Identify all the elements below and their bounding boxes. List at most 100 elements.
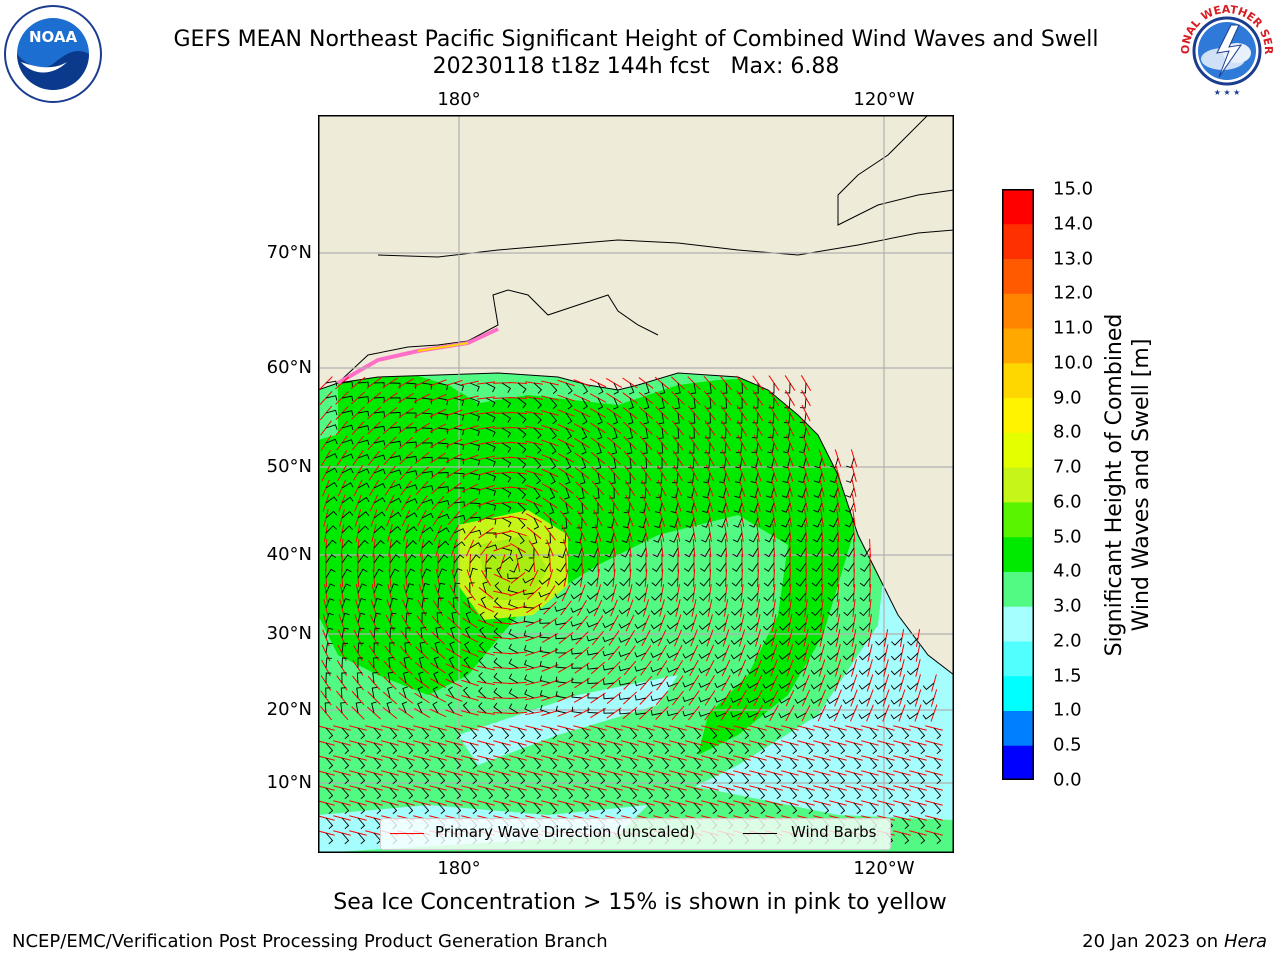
wind-barb: [469, 427, 481, 437]
wind-barb: [372, 657, 379, 669]
wind-barb: [579, 472, 586, 485]
wind-barb: [437, 554, 449, 564]
wind-barb: [751, 442, 759, 454]
wind-barb: [485, 742, 494, 755]
alaska-coast-detail: [337, 289, 659, 384]
wind-barb: [421, 512, 434, 519]
wind-barb: [508, 628, 519, 639]
lon-label-bottom-120w: 120°W: [853, 858, 915, 879]
wind-barb: [796, 517, 807, 528]
wind-barb: [437, 500, 450, 506]
wind-barb: [698, 667, 711, 674]
canadian-islands: [837, 115, 954, 226]
wind-barb: [405, 627, 411, 639]
wind-barb: [325, 627, 334, 639]
wind-barb: [341, 772, 350, 785]
wind-barb: [485, 472, 496, 482]
wind-barb: [869, 787, 878, 800]
wind-barb: [564, 487, 570, 500]
wind-barb: [749, 517, 759, 528]
wind-barb: [590, 532, 599, 544]
wind-barb: [709, 727, 718, 740]
wind-barb: [732, 532, 743, 543]
wind-barb: [789, 757, 798, 770]
wind-barb: [402, 686, 408, 699]
wind-barb: [373, 411, 385, 417]
wind-barb: [764, 532, 775, 543]
wind-barb: [597, 427, 603, 440]
wind-barb: [570, 634, 583, 641]
wind-barb: [533, 757, 542, 770]
wind-barb: [797, 502, 807, 513]
wind-barb: [693, 802, 702, 815]
wind-barb: [765, 502, 775, 513]
wind-barb: [669, 532, 679, 543]
wind-barb: [783, 412, 791, 424]
wind-barb: [493, 702, 503, 714]
wind-barb: [650, 652, 663, 658]
wind-barb: [797, 487, 807, 498]
wind-barb: [389, 727, 398, 740]
wind-barb: [356, 687, 362, 699]
wind-barb: [501, 757, 510, 770]
wind-barb: [533, 727, 542, 740]
wind-barb: [403, 656, 410, 669]
wind-barb: [421, 456, 433, 463]
wind-barb: [524, 674, 535, 684]
wind-barb: [453, 528, 466, 534]
wind-barb: [373, 583, 383, 594]
wind-barb: [437, 727, 446, 740]
wind-barb: [389, 511, 402, 519]
wind-barb: [874, 682, 887, 690]
wind-barb: [485, 727, 494, 740]
wind-barb: [373, 568, 384, 579]
wind-barb: [448, 656, 455, 669]
wind-barb: [453, 742, 462, 755]
wind-barb: [373, 597, 382, 609]
wind-barb: [357, 425, 370, 431]
wind-barb: [507, 573, 519, 580]
wind-barb: [731, 607, 743, 616]
wind-barb: [634, 637, 647, 644]
wind-barb: [405, 582, 415, 594]
wind-barb: [453, 757, 462, 770]
wind-barb: [565, 382, 573, 395]
wind-barb: [549, 457, 557, 470]
wind-barb: [533, 457, 542, 470]
wind-barb: [452, 597, 459, 609]
wind-barb: [612, 427, 618, 440]
wind-barb: [462, 701, 471, 714]
wind-barb: [667, 577, 679, 587]
wind-barb: [682, 607, 695, 616]
wind-barb: [853, 742, 862, 755]
wind-barb: [325, 438, 338, 445]
wind-barb: [554, 606, 567, 612]
wind-barb: [570, 592, 583, 600]
wind-barb: [493, 672, 503, 684]
arctic-coast-detail: [377, 229, 954, 258]
wind-barb: [355, 701, 362, 714]
wind-barb: [549, 787, 558, 800]
wind-barb: [357, 817, 366, 830]
wind-barb: [467, 596, 473, 609]
lat-label-20n: 20°N: [266, 699, 312, 720]
wind-barb: [890, 667, 903, 676]
wind-barb: [917, 787, 926, 800]
wave-direction-arrow: [319, 705, 333, 721]
wind-barb: [581, 727, 590, 740]
wind-barb: [901, 832, 910, 845]
wind-barb: [701, 532, 711, 543]
wind-barb: [613, 757, 622, 770]
wind-barb: [437, 787, 446, 800]
wind-barb: [778, 697, 791, 704]
wind-barb: [654, 502, 663, 514]
wind-barb: [437, 527, 450, 534]
wind-barb: [479, 611, 487, 624]
wind-barb: [341, 757, 350, 770]
wind-barb: [827, 607, 839, 617]
wind-barb: [421, 554, 433, 564]
wind-barb: [933, 832, 942, 845]
colorbar-segment: [1002, 606, 1034, 642]
wind-barb: [650, 710, 663, 716]
colorbar-tick-label: 4.0: [1053, 560, 1082, 582]
